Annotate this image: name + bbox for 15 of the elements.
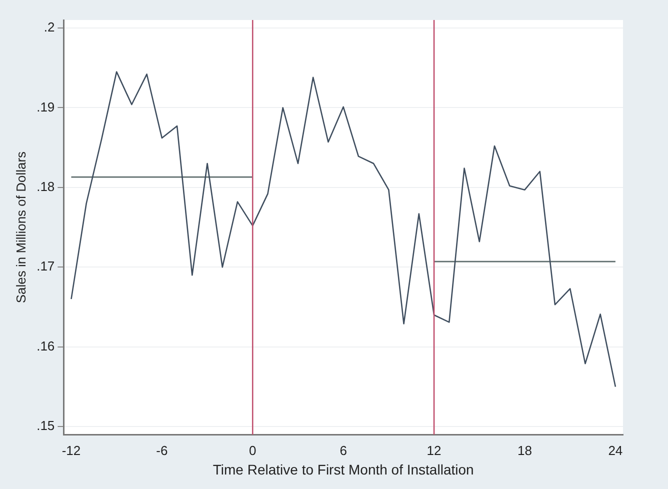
x-tick-label: 18 — [518, 442, 532, 458]
y-tick-label: .17 — [36, 258, 55, 274]
x-tick-label: 24 — [608, 442, 623, 458]
y-tick-label: .19 — [36, 99, 55, 114]
x-axis-title: Time Relative to First Month of Installation — [212, 461, 474, 478]
x-tick-label: -12 — [62, 442, 81, 458]
x-tick-label: 0 — [249, 442, 256, 458]
y-tick-label: .15 — [36, 418, 55, 434]
y-axis-title: Sales in Millions of Dollars — [13, 150, 28, 304]
x-tick-label: -6 — [156, 442, 168, 458]
x-tick-label: 6 — [340, 442, 347, 458]
y-tick-label: .16 — [36, 338, 55, 354]
y-tick-label: .18 — [36, 179, 55, 194]
x-tick-label: 12 — [426, 442, 442, 458]
y-tick-label: .2 — [44, 20, 55, 35]
